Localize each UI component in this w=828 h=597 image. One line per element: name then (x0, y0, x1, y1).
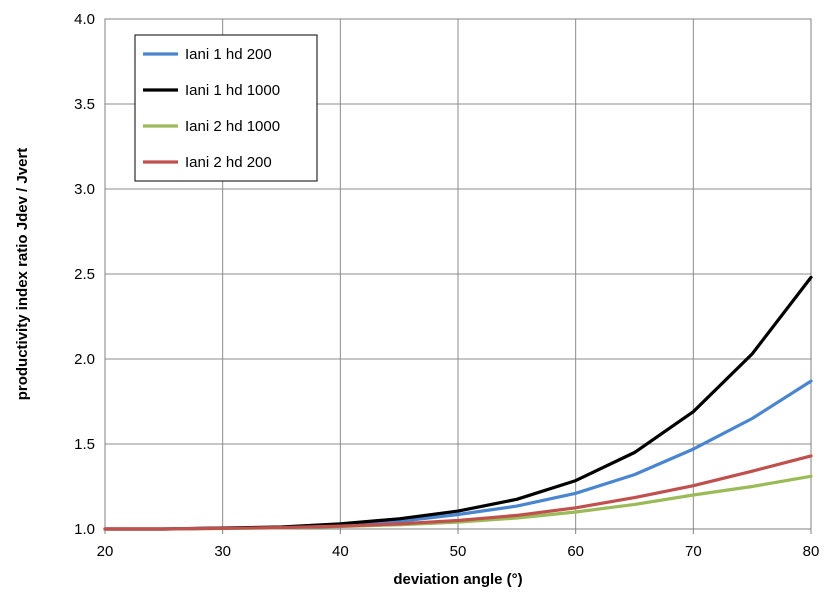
legend-label: Iani 1 hd 200 (185, 46, 272, 63)
x-tick-label: 50 (450, 543, 467, 560)
y-tick-label: 3.0 (74, 181, 95, 198)
y-tick-labels: 1.0 1.5 2.0 2.5 3.0 3.5 4.0 (74, 11, 95, 538)
x-tick-label: 60 (567, 543, 584, 560)
legend-label: Iani 2 hd 200 (185, 154, 272, 171)
y-tick-label: 1.0 (74, 521, 95, 538)
y-tick-label: 4.0 (74, 11, 95, 28)
legend: Iani 1 hd 200 Iani 1 hd 1000 Iani 2 hd 100… (134, 34, 318, 182)
y-tick-label: 1.5 (74, 436, 95, 453)
x-tick-label: 40 (332, 543, 349, 560)
x-tick-labels: 20 30 40 50 60 70 80 (97, 543, 820, 560)
legend-box (134, 34, 318, 182)
x-tick-label: 70 (685, 543, 702, 560)
y-tick-label: 3.5 (74, 96, 95, 113)
x-tick-label: 80 (803, 543, 820, 560)
y-tick-label: 2.0 (74, 351, 95, 368)
series-line-4 (103, 454, 813, 531)
x-tick-label: 30 (214, 543, 231, 560)
legend-label: Iani 1 hd 1000 (185, 82, 280, 99)
x-tick-label: 20 (97, 543, 114, 560)
y-tick-label: 2.5 (74, 266, 95, 283)
y-axis-title: productivity index ratio Jdev / Jvert (14, 148, 31, 401)
legend-label: Iani 2 hd 1000 (185, 118, 280, 135)
plot-frame (104, 18, 812, 530)
x-axis-title: deviation angle (°) (393, 571, 522, 588)
series-lines (103, 275, 813, 531)
